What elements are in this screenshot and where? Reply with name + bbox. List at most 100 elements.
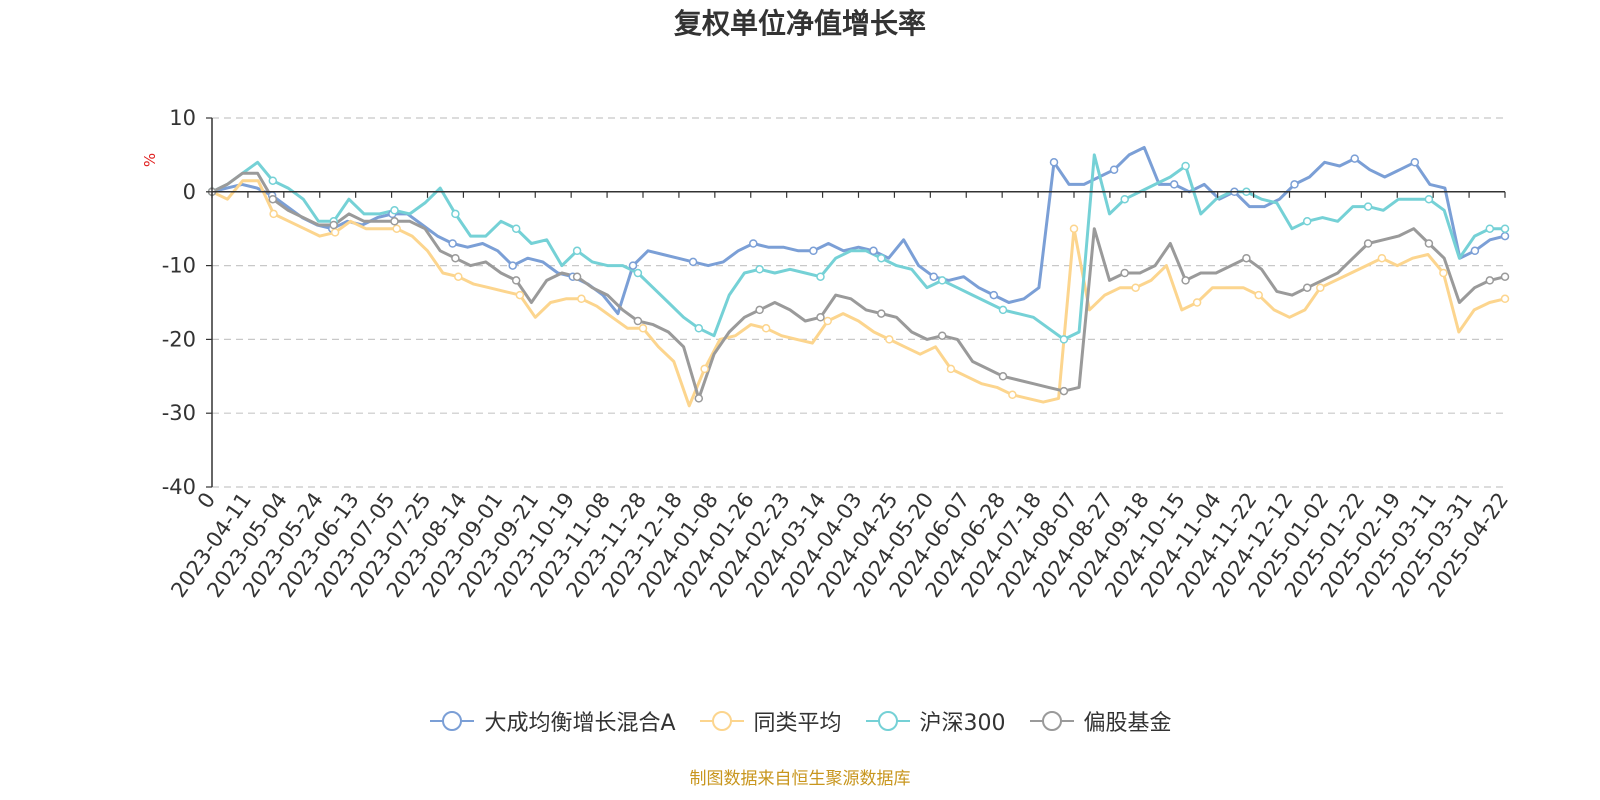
series-point <box>1131 283 1140 292</box>
legend-item[interactable]: 偏股基金 <box>1028 705 1172 737</box>
legend-label: 偏股基金 <box>1083 711 1172 736</box>
series-point <box>269 209 278 219</box>
series-point <box>1049 158 1059 167</box>
series-point <box>268 194 278 204</box>
series-point <box>1500 294 1510 304</box>
y-tick-label: -40 <box>162 475 196 499</box>
series-point <box>392 224 401 233</box>
series-point <box>755 265 764 274</box>
series-line <box>211 179 1506 408</box>
x-tick-label: 0 <box>193 488 220 513</box>
series-point <box>1181 276 1190 285</box>
legend-line-circle-icon <box>699 711 744 731</box>
series-point <box>1439 268 1448 278</box>
series-point <box>700 364 709 374</box>
series-point <box>390 206 399 215</box>
series-point <box>694 324 704 333</box>
series-markers <box>207 154 1510 403</box>
series-point <box>1059 335 1069 344</box>
series-point <box>268 176 278 185</box>
series-point <box>989 290 999 300</box>
series-point <box>809 246 818 256</box>
series-point <box>633 316 643 326</box>
series-point <box>823 316 832 326</box>
legend-item[interactable]: 大成均衡增长混合A <box>428 705 676 737</box>
series-point <box>1316 283 1325 292</box>
series-point <box>508 261 517 270</box>
series-point <box>1500 231 1510 241</box>
series-point <box>1254 290 1263 300</box>
series-point <box>755 305 764 315</box>
axes: 100-10-20-30-40%02023-04-112023-05-04202… <box>141 106 1513 602</box>
series-line <box>211 153 1505 341</box>
series-point <box>1302 283 1312 292</box>
source-note: 制图数据来自恒生聚源数据库 <box>689 769 911 789</box>
series-point <box>937 276 947 285</box>
series-point <box>451 209 460 219</box>
series-point <box>946 364 956 374</box>
series-point <box>816 272 825 281</box>
series-lines <box>211 146 1506 408</box>
series-point <box>628 261 638 270</box>
series-point <box>877 253 886 263</box>
chart-legend: 大成均衡增长混合A 同类平均 沪深300 偏股基金 <box>0 705 1600 737</box>
series-point <box>749 239 758 248</box>
series-point <box>1424 239 1434 248</box>
series-point <box>1500 224 1510 233</box>
series-point <box>1485 276 1495 285</box>
series-point <box>454 272 463 281</box>
series-point <box>877 309 886 318</box>
series-point <box>1290 180 1299 189</box>
series-point <box>1363 202 1373 211</box>
series-line <box>211 171 1506 400</box>
y-tick-label: -30 <box>162 401 196 425</box>
chart-title: 复权单位净值增长率 <box>673 7 926 40</box>
legend-label: 同类平均 <box>753 711 842 736</box>
series-line <box>211 146 1506 316</box>
series-point <box>937 331 947 340</box>
series-point <box>511 224 521 233</box>
series-point <box>998 305 1008 315</box>
series-point <box>572 246 582 256</box>
series-point <box>1410 158 1420 167</box>
series-point <box>329 220 338 230</box>
series-point <box>572 272 582 281</box>
series-point <box>885 335 894 344</box>
series-point <box>1424 194 1434 204</box>
legend-label: 沪深300 <box>919 711 1006 736</box>
legend-label: 大成均衡增长混合A <box>484 711 676 736</box>
series-point <box>1109 165 1119 174</box>
series-point <box>1470 246 1480 256</box>
legend-line-circle-icon <box>1029 711 1074 731</box>
series-point <box>330 228 340 237</box>
series-point <box>1059 386 1069 396</box>
series-point <box>694 394 704 403</box>
legend-line-circle-icon <box>430 711 475 731</box>
series-point <box>390 217 399 226</box>
y-tick-label: 10 <box>169 106 196 130</box>
series-point <box>929 272 938 281</box>
series-point <box>638 324 648 333</box>
series-point <box>1192 298 1202 307</box>
series-point <box>633 268 643 278</box>
series-point <box>451 253 460 263</box>
series-point <box>1500 272 1510 281</box>
series-point <box>816 313 825 322</box>
series-point <box>1377 253 1387 263</box>
legend-item[interactable]: 同类平均 <box>698 705 842 737</box>
series-point <box>577 294 586 304</box>
series-point <box>761 324 771 333</box>
y-tick-label: -10 <box>162 254 196 278</box>
series-point <box>448 239 457 248</box>
series-point <box>1363 239 1373 248</box>
series-point <box>511 276 521 285</box>
series-point <box>515 290 525 300</box>
legend-line-circle-icon <box>865 711 910 731</box>
series-point <box>1120 194 1129 204</box>
line-chart: 100-10-20-30-40%02023-04-112023-05-04202… <box>141 106 1513 602</box>
series-point <box>1242 253 1251 263</box>
series-point <box>998 372 1008 381</box>
series-point <box>1008 390 1017 400</box>
y-tick-label: -20 <box>162 327 196 351</box>
legend-item[interactable]: 沪深300 <box>864 705 1006 737</box>
